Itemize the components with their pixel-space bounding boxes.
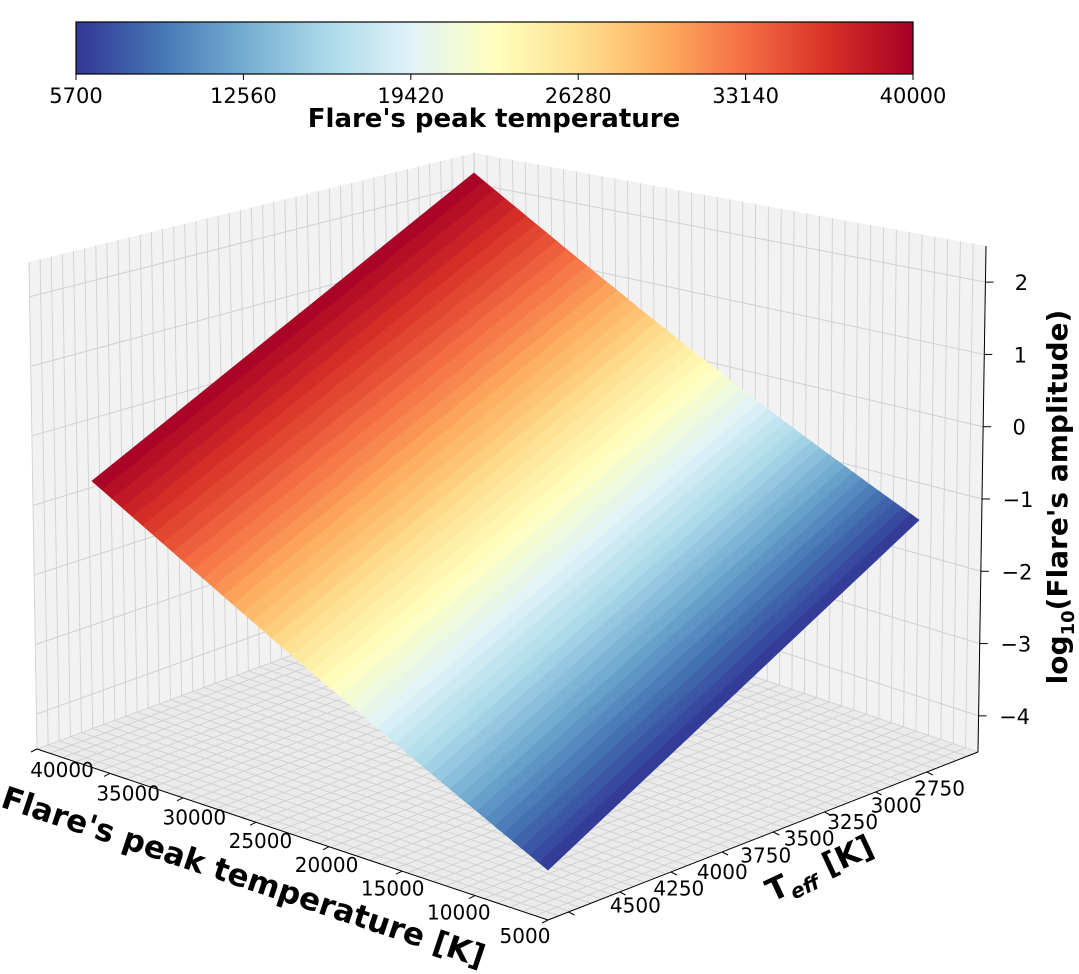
x-tick-label: 15000 — [361, 877, 425, 901]
surface-plot — [91, 172, 920, 871]
colorbar-ticks: 5700 12560 19420 26280 33140 40000 — [49, 74, 946, 108]
x-tick-label: 10000 — [427, 900, 491, 924]
z-tick-label: 1 — [1014, 343, 1027, 367]
z-tick-label: 2 — [1015, 271, 1028, 295]
z-axis-label-main: log — [1041, 635, 1074, 684]
colorbar-label: Flare's peak temperature — [308, 104, 680, 134]
z-gridline — [29, 183, 475, 298]
z-axis-label: log10(Flare's amplitude) — [1041, 310, 1079, 685]
z-gridline — [474, 183, 986, 283]
x-tick-label: 40000 — [30, 758, 94, 782]
y-tick-label: 4250 — [653, 877, 704, 901]
colorbar: 5700 12560 19420 26280 33140 40000 Flare's pe… — [49, 21, 946, 134]
y-tick-label: 3250 — [827, 810, 878, 834]
x-tick-label: 20000 — [295, 853, 359, 877]
y-tick-mark — [926, 771, 934, 776]
colorbar-tick-label: 19420 — [377, 84, 444, 108]
colorbar-tick-label: 26280 — [545, 84, 612, 108]
x-tick-label: 30000 — [162, 805, 226, 829]
y-tick-mark — [568, 911, 575, 916]
floor-gridline — [432, 714, 867, 882]
z-axis-label-rest: (Flare's amplitude) — [1041, 310, 1074, 611]
x-tick-label: 35000 — [96, 782, 160, 806]
x-tick-mark — [30, 748, 38, 753]
z-tick-label: 0 — [1012, 416, 1025, 440]
floor-gridline — [483, 730, 917, 900]
y-tick-mark — [721, 851, 729, 856]
x-tick-mark — [103, 772, 111, 777]
colorbar-tick-label: 40000 — [880, 84, 947, 108]
floor-gridline — [445, 718, 879, 887]
x-tick-mark — [541, 919, 549, 924]
y-tick-mark — [824, 811, 831, 816]
y-tick-label: 2750 — [914, 777, 965, 801]
x-tick-mark — [176, 797, 184, 802]
floor-gridline — [535, 747, 966, 917]
colorbar-tick-label: 33140 — [712, 84, 779, 108]
z-tick-label: −4 — [999, 705, 1030, 729]
y-tick-label: 3750 — [740, 843, 791, 867]
x-axis-line — [36, 748, 549, 921]
y-tick-mark — [619, 891, 626, 896]
colorbar-tick-label: 5700 — [49, 84, 102, 108]
z-tick-label: −2 — [1001, 560, 1032, 584]
floor-gridline — [496, 734, 929, 904]
floor-gridline — [420, 709, 855, 878]
x-tick-mark — [468, 895, 476, 900]
z-tick-label: −3 — [1000, 633, 1031, 657]
floor-gridline — [458, 722, 892, 891]
y-tick-mark — [670, 871, 678, 876]
floor-gridline — [509, 739, 941, 908]
z-tick-label: −1 — [1003, 488, 1034, 512]
x-tick-mark — [322, 846, 330, 851]
x-tick-label: 25000 — [229, 829, 293, 853]
surface-facet — [538, 804, 611, 871]
y-tick-label: 3500 — [784, 827, 835, 851]
y-tick-label: 4000 — [697, 860, 748, 884]
y-tick-label: 4500 — [610, 893, 661, 917]
tick-labels: 4000035000300002500020000150001000050002… — [30, 271, 1033, 948]
colorbar-strip — [75, 21, 914, 75]
x-tick-mark — [395, 870, 403, 875]
floor-gridline — [522, 743, 954, 912]
y-tick-mark — [875, 791, 882, 796]
y-tick-label: 3000 — [871, 793, 922, 817]
x-tick-label: 5000 — [500, 924, 551, 948]
y-tick-mark — [773, 831, 780, 836]
colorbar-tick-label: 12560 — [210, 84, 277, 108]
z-axis-label-sub: 10 — [1058, 610, 1079, 635]
x-tick-mark — [249, 821, 257, 826]
